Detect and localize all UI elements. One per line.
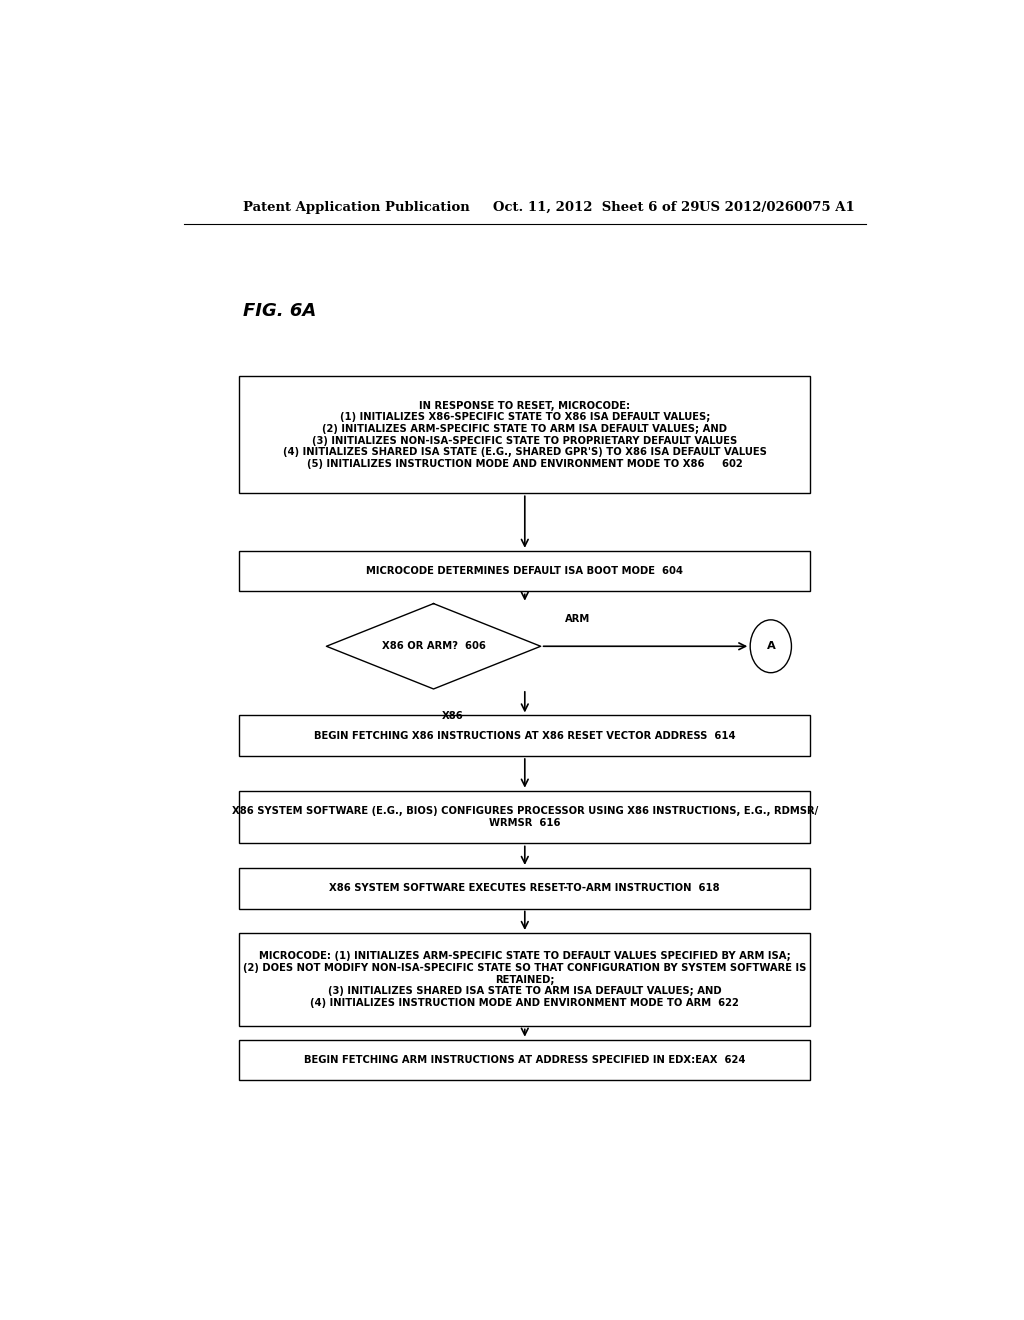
Text: MICROCODE: (1) INITIALIZES ARM-SPECIFIC STATE TO DEFAULT VALUES SPECIFIED BY ARM: MICROCODE: (1) INITIALIZES ARM-SPECIFIC … <box>243 952 807 1008</box>
Text: Oct. 11, 2012  Sheet 6 of 29: Oct. 11, 2012 Sheet 6 of 29 <box>494 201 699 214</box>
Circle shape <box>751 620 792 673</box>
Bar <box>240 1040 811 1080</box>
Text: IN RESPONSE TO RESET, MICROCODE:
(1) INITIALIZES X86-SPECIFIC STATE TO X86 ISA D: IN RESPONSE TO RESET, MICROCODE: (1) INI… <box>283 401 767 469</box>
Text: A: A <box>766 642 775 651</box>
Text: BEGIN FETCHING ARM INSTRUCTIONS AT ADDRESS SPECIFIED IN EDX:EAX  624: BEGIN FETCHING ARM INSTRUCTIONS AT ADDRE… <box>304 1055 745 1065</box>
Text: FIG. 6A: FIG. 6A <box>243 302 316 319</box>
Text: MICROCODE DETERMINES DEFAULT ISA BOOT MODE  604: MICROCODE DETERMINES DEFAULT ISA BOOT MO… <box>367 566 683 576</box>
Bar <box>240 376 811 494</box>
Text: X86 SYSTEM SOFTWARE EXECUTES RESET-TO-ARM INSTRUCTION  618: X86 SYSTEM SOFTWARE EXECUTES RESET-TO-AR… <box>330 883 720 894</box>
Bar <box>240 933 811 1027</box>
Text: Patent Application Publication: Patent Application Publication <box>243 201 470 214</box>
Text: X86: X86 <box>441 711 463 721</box>
Text: US 2012/0260075 A1: US 2012/0260075 A1 <box>699 201 855 214</box>
Bar <box>240 791 811 843</box>
Bar <box>240 715 811 756</box>
Text: ARM: ARM <box>564 614 590 624</box>
Bar <box>240 550 811 591</box>
Text: X86 SYSTEM SOFTWARE (E.G., BIOS) CONFIGURES PROCESSOR USING X86 INSTRUCTIONS, E.: X86 SYSTEM SOFTWARE (E.G., BIOS) CONFIGU… <box>231 807 818 828</box>
Text: X86 OR ARM?  606: X86 OR ARM? 606 <box>382 642 485 651</box>
Text: BEGIN FETCHING X86 INSTRUCTIONS AT X86 RESET VECTOR ADDRESS  614: BEGIN FETCHING X86 INSTRUCTIONS AT X86 R… <box>314 731 735 741</box>
Polygon shape <box>327 603 541 689</box>
Bar <box>240 867 811 908</box>
